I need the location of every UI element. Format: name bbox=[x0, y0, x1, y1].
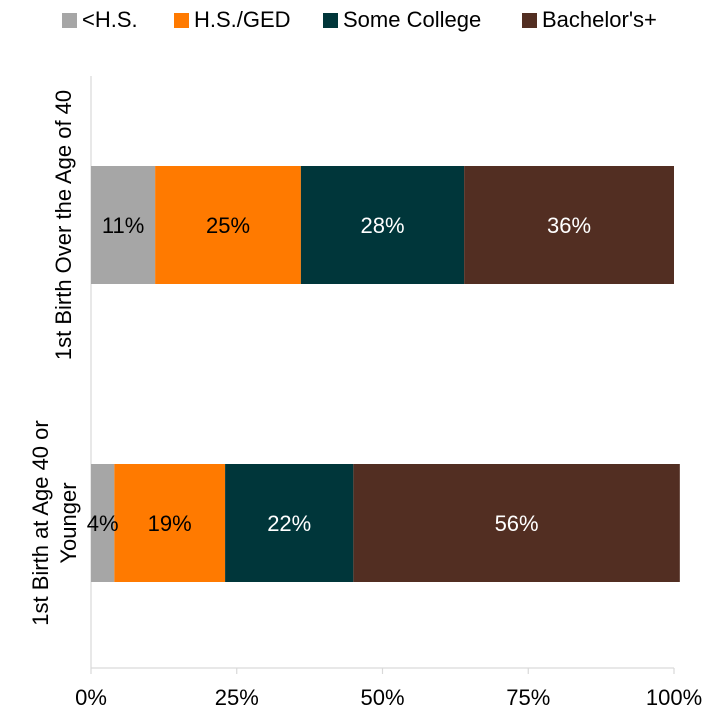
x-tick-label: 75% bbox=[506, 685, 550, 710]
data-label: 11% bbox=[102, 213, 144, 238]
bar-segment bbox=[91, 166, 156, 284]
legend-label: <H.S. bbox=[82, 7, 138, 32]
bar-segment bbox=[464, 166, 674, 284]
legend-label: H.S./GED bbox=[194, 7, 291, 32]
category-label: Younger bbox=[56, 482, 81, 563]
bar-segment bbox=[114, 464, 226, 582]
bar-segment bbox=[155, 166, 301, 284]
bar-segment bbox=[353, 464, 680, 582]
legend: <H.S. H.S./GED Some College Bachelor's+ bbox=[62, 7, 657, 32]
axes bbox=[90, 76, 675, 674]
data-label: 56% bbox=[495, 511, 539, 536]
data-label: 19% bbox=[148, 511, 192, 536]
data-label: 22% bbox=[267, 511, 311, 536]
legend-swatch bbox=[174, 13, 189, 28]
bar-segment bbox=[225, 464, 354, 582]
data-label: 4% bbox=[87, 511, 119, 536]
legend-label: Some College bbox=[343, 7, 481, 32]
data-labels: 11% 25% 28% 36% 4% 19% 22% 56% bbox=[87, 213, 591, 536]
bar-segment bbox=[91, 464, 115, 582]
bar-segment bbox=[300, 166, 465, 284]
legend-swatch bbox=[323, 13, 338, 28]
x-tick-labels: 0% 25% 50% 75% 100% bbox=[75, 685, 702, 710]
x-tick-label: 0% bbox=[75, 685, 107, 710]
legend-swatch bbox=[522, 13, 537, 28]
x-tick-label: 50% bbox=[360, 685, 404, 710]
bars bbox=[91, 166, 680, 582]
legend-label: Bachelor's+ bbox=[542, 7, 657, 32]
x-tick-label: 25% bbox=[215, 685, 259, 710]
category-label: 1st Birth Over the Age of 40 bbox=[51, 90, 76, 360]
category-labels: 1st Birth Over the Age of 40 1st Birth at… bbox=[28, 90, 81, 626]
x-tick-label: 100% bbox=[646, 685, 702, 710]
data-label: 36% bbox=[547, 213, 591, 238]
data-label: 28% bbox=[360, 213, 404, 238]
legend-swatch bbox=[62, 13, 77, 28]
data-label: 25% bbox=[206, 213, 250, 238]
category-label: 1st Birth at Age 40 or bbox=[28, 420, 53, 625]
